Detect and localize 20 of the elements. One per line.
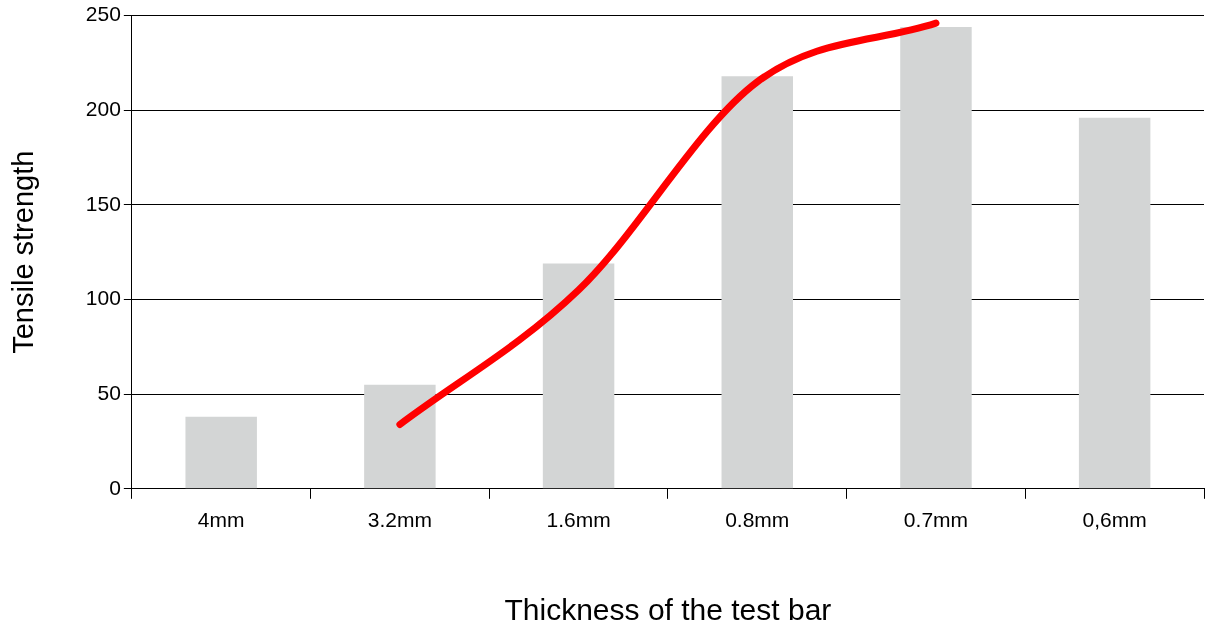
x-tick-label: 0.7mm — [903, 508, 969, 532]
y-tick-label: 50 — [97, 380, 121, 404]
bar — [900, 26, 972, 489]
x-tick-label: 4mm — [197, 508, 245, 532]
y-tick-label: 0 — [109, 475, 121, 499]
x-tick-label: 0.8mm — [725, 508, 790, 532]
bar — [185, 416, 257, 489]
bar — [364, 384, 436, 489]
x-tick-label: 3.2mm — [367, 508, 432, 532]
bar — [721, 76, 793, 489]
bar — [1078, 117, 1151, 489]
bar — [542, 263, 615, 489]
y-tick-label: 200 — [85, 97, 121, 121]
y-tick-label: 100 — [85, 286, 121, 310]
y-axis-title: Tensile strength — [7, 150, 40, 354]
x-tick-label: 0,6mm — [1082, 508, 1147, 532]
y-tick-label: 150 — [85, 191, 121, 215]
x-tick-label: 1.6mm — [546, 508, 611, 532]
y-tick-label: 250 — [85, 2, 121, 26]
x-axis-title: Thickness of the test bar — [504, 593, 832, 627]
